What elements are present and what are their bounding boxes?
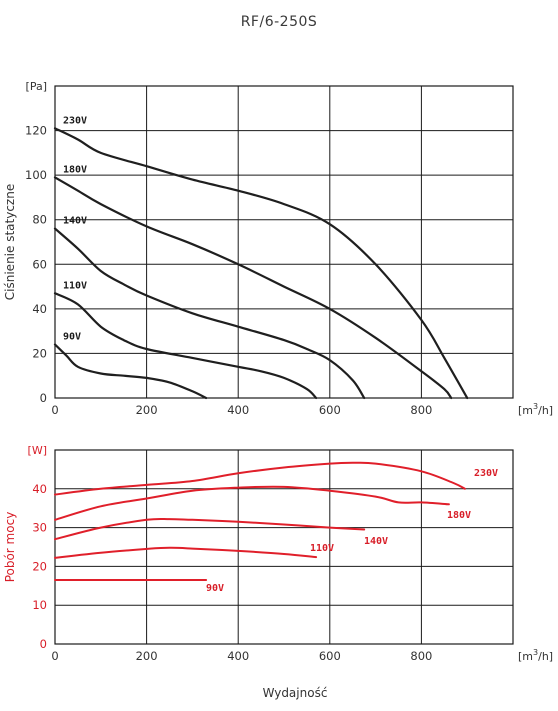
pressure-series-110v [53,292,318,400]
power-series-230v [54,461,466,496]
power-series-140v [54,517,366,541]
power-series-label-230v: 230V [474,468,498,479]
pressure-y-tick-label: 120 [25,124,47,138]
x-axis-label: Wydajność [263,686,328,700]
power-x-tick-label: 0 [51,649,58,663]
power-x-tick-label: 600 [319,649,341,663]
pressure-series-label-140v: 140V [63,216,87,227]
pressure-y-unit: [Pa] [26,80,47,93]
pressure-chart: 0 20 40 60 80 100 120 0 200 400 600 800 [Pa] [m3/h] Ci… [3,80,553,417]
power-y-tick-label: 30 [32,521,47,535]
power-series-label-180v: 180V [447,510,471,521]
pressure-x-tick-label: 600 [319,403,341,417]
pressure-plot-frame [54,85,514,399]
power-x-tick-label: 200 [136,649,158,663]
pressure-series-140v [53,227,366,400]
pressure-y-tick-label: 0 [40,391,47,405]
power-y-tick-label: 20 [32,559,47,573]
pressure-series-label-230v: 230V [63,115,87,126]
pressure-y-axis-label: Ciśnienie statyczne [3,184,17,300]
pressure-x-tick-label: 400 [227,403,249,417]
pressure-series-label-90v: 90V [63,332,81,343]
pressure-x-unit: [m3/h] [518,402,553,417]
power-plot-frame [54,449,514,645]
pressure-series-90v [53,343,208,400]
power-series-label-90v: 90V [206,583,224,594]
pressure-series-180v [53,176,453,400]
power-y-tick-label: 0 [40,637,47,651]
power-series-110v [54,546,318,559]
power-y-unit: [W] [28,444,47,457]
power-x-tick-label: 800 [410,649,432,663]
pressure-series-label-110v: 110V [63,280,87,291]
pressure-x-tick-label: 800 [410,403,432,417]
power-grid [55,450,513,644]
chart-title: RF/6-250S [241,14,318,30]
pressure-y-tick-label: 20 [32,346,47,360]
pressure-grid [55,86,513,398]
power-x-unit: [m3/h] [518,648,553,663]
pressure-y-tick-label: 100 [25,168,47,182]
power-x-tick-label: 400 [227,649,249,663]
power-y-axis-label: Pobór mocy [3,512,17,583]
pressure-series-label-180v: 180V [63,164,87,175]
power-series-label-110v: 110V [310,543,334,554]
pressure-y-tick-label: 60 [32,257,47,271]
pressure-x-tick-label: 200 [136,403,158,417]
pressure-series-230v [53,127,469,400]
pressure-y-tick-label: 80 [32,213,47,227]
pressure-x-tick-label: 0 [51,403,58,417]
power-series-label-140v: 140V [364,536,388,547]
pressure-y-tick-label: 40 [32,302,47,316]
power-y-tick-label: 10 [32,598,47,612]
power-y-tick-label: 40 [32,482,47,496]
power-series-180v [54,485,450,521]
